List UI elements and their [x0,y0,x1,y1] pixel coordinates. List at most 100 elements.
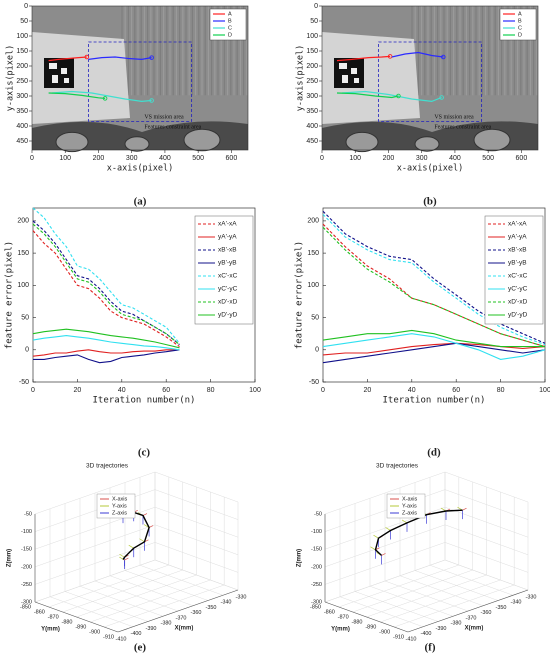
grid-line [324,471,446,515]
end-marker [396,93,401,99]
y-tick-label: -890 [75,624,86,630]
legend-label: yB'-yB [508,260,527,267]
series-line [322,333,546,360]
y-tick-label: 150 [307,250,319,257]
y-tick-label: -880 [351,619,362,625]
grid-line [338,564,459,608]
marker [44,58,74,88]
y-tick-label: 350 [16,108,28,115]
legend-label: C [518,25,522,31]
legend-label: Y-axis [402,503,417,509]
grid-line [34,471,156,515]
grid-line [154,471,239,503]
y-tick-label: 200 [306,63,318,70]
machine-part [183,128,221,152]
y-tick-label: 100 [306,33,318,40]
y-tick-label: 400 [306,123,318,130]
grid-line [352,569,473,613]
y-tick-label: 450 [16,138,28,145]
marker-cell [351,68,357,74]
caption: (b) [423,196,437,208]
series-line [32,230,180,348]
grid-line [366,574,487,618]
grid-line [76,574,197,618]
x-axis-label: X(mm) [175,626,194,632]
legend-label: xB'-xB [508,247,527,254]
grid-line [444,506,529,538]
legend-label: Y-axis [112,503,127,509]
series-line [322,223,546,348]
grid-line [90,579,211,623]
x-tick-label: 200 [93,155,105,162]
x-tick-label: -380 [450,621,461,627]
legend-label: X-axis [402,496,418,502]
y-axis-label: feature error(pixel) [295,241,305,349]
end-marker [102,96,108,101]
z-tick-label: -250 [21,582,32,588]
x-tick-label: -400 [420,631,431,637]
x-tick-label: 100 [249,387,261,394]
grid-line [324,559,446,603]
series-line [322,226,546,348]
machine-part [414,136,440,152]
y-tick-label: 300 [306,93,318,100]
z-tick-label: -150 [311,547,322,553]
y-tick-label: -890 [365,624,376,630]
end-marker [439,95,444,100]
y-tick-label: -850 [20,604,31,610]
frame-axis [385,527,391,531]
legend-label: yA'-yA [218,234,237,241]
trajectory-line [51,90,152,103]
legend-label: D [518,32,522,38]
z-axis-label: Z(mm) [297,549,303,567]
series-line [322,214,546,346]
y-tick-label: -50 [309,379,319,386]
marker-cell [64,78,69,83]
frame-axis [139,538,145,543]
panel: -410 -400 -390 -380 -370 -360 -350 -340 -330 -910… [7,463,247,654]
y-tick-label: 0 [24,3,28,10]
grid-line [324,524,446,568]
legend-label: xD'-xD [218,299,238,306]
x-tick-label: 0 [321,387,325,394]
trajectory-line [48,56,87,62]
legend-label: yC'-yC [218,286,238,293]
x-tick-label: -360 [480,610,491,616]
x-tick-label: 500 [192,155,204,162]
frame-axis [128,544,134,549]
grid-line [154,506,239,538]
x-tick-label: 20 [364,387,372,394]
legend-label: yA'-yA [508,234,527,241]
caption: (a) [134,196,147,208]
marker-cell [339,63,347,69]
x-tick-label: 60 [162,387,170,394]
caption: (c) [138,447,151,459]
grid-line [48,564,169,608]
frame-axis [119,553,125,558]
series-line [33,349,180,364]
series-line [32,223,180,346]
x-axis-label: X(mm) [465,626,484,632]
panel: VS mission area Features constraint area 0… [6,3,249,208]
paper-card [322,32,420,124]
x-tick-label: 600 [516,155,528,162]
y-tick-label: 300 [16,93,28,100]
y-tick-label: 100 [17,282,29,289]
end-marker [149,55,154,60]
y-tick-label: -860 [34,609,45,615]
y-tick-label: 250 [306,78,318,85]
plot-frame [31,5,249,151]
series-line [32,207,180,344]
end-marker [149,98,154,103]
legend-label: Z-axis [112,510,127,516]
grid-line [104,584,225,628]
y-axis [34,601,119,633]
legend-label: xD'-xD [508,299,528,306]
legend-label: Z-axis [402,510,417,516]
marker [334,58,364,88]
trajectory-line [374,509,463,556]
marker-cell [52,75,58,83]
frame-axis [142,513,148,516]
y-tick-label: -880 [61,619,72,625]
x-tick-label: 100 [59,155,71,162]
